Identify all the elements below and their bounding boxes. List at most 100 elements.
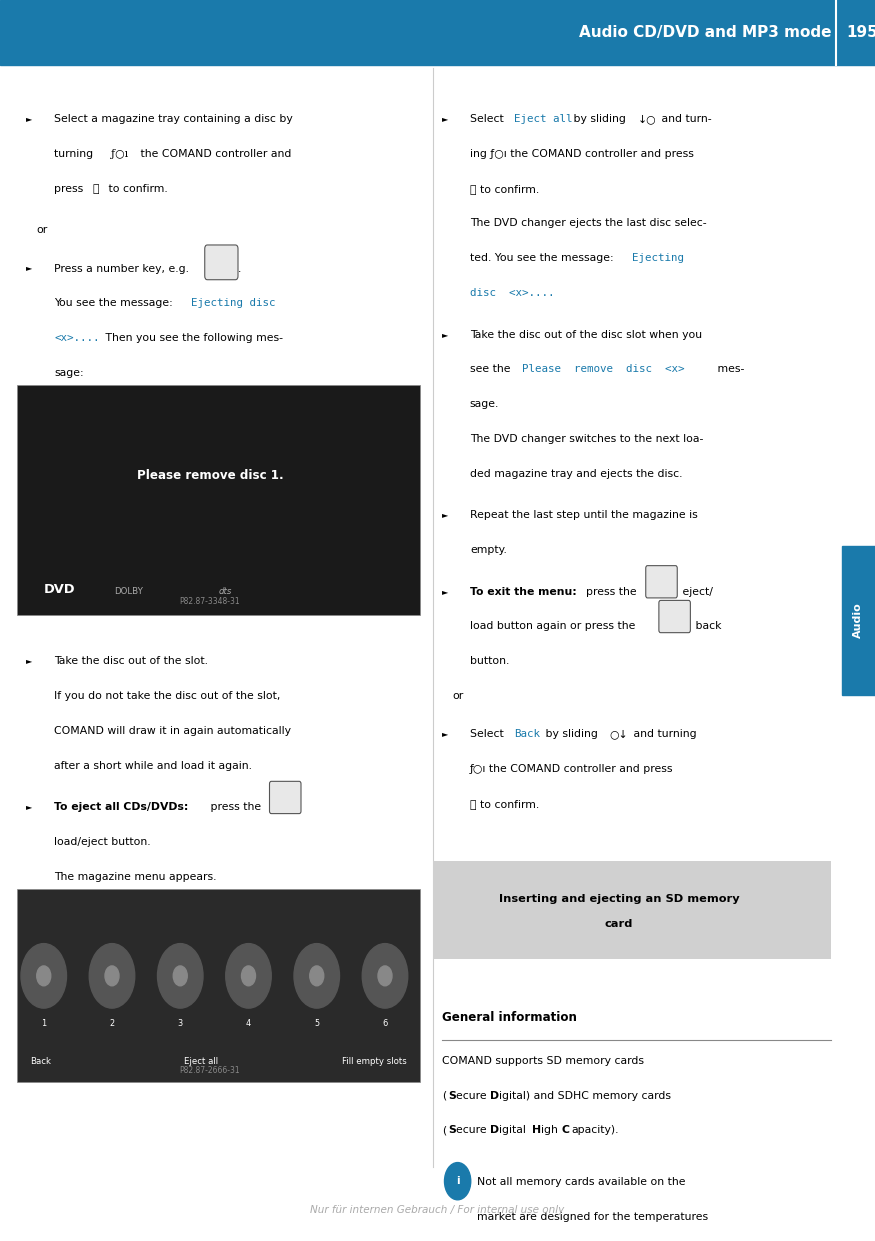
- Circle shape: [173, 965, 187, 985]
- Text: Not all memory cards available on the: Not all memory cards available on the: [477, 1178, 685, 1188]
- Text: Eject all: Eject all: [514, 114, 572, 124]
- Text: 4: 4: [246, 1019, 251, 1028]
- Text: ►: ►: [442, 114, 448, 123]
- Text: ►: ►: [26, 803, 32, 812]
- Text: To exit the menu:: To exit the menu:: [470, 587, 580, 597]
- Text: and turn-: and turn-: [658, 114, 711, 124]
- Circle shape: [242, 965, 256, 985]
- Text: The magazine menu appears.: The magazine menu appears.: [54, 872, 217, 882]
- Text: sage.: sage.: [470, 400, 500, 410]
- Text: Fill empty slots: Fill empty slots: [342, 1056, 407, 1066]
- Text: S: S: [448, 1091, 456, 1101]
- Text: Select a magazine tray containing a disc by: Select a magazine tray containing a disc…: [54, 114, 293, 124]
- Text: igital) and SDHC memory cards: igital) and SDHC memory cards: [499, 1091, 671, 1101]
- Text: .: .: [238, 263, 242, 273]
- Circle shape: [105, 965, 119, 985]
- Text: 5: 5: [314, 1019, 319, 1028]
- Text: C: C: [562, 1126, 570, 1136]
- Text: COMAND supports SD memory cards: COMAND supports SD memory cards: [442, 1056, 644, 1066]
- Text: press the: press the: [207, 803, 265, 813]
- Text: 2: 2: [109, 1019, 115, 1028]
- Text: igital: igital: [499, 1126, 529, 1136]
- Text: D: D: [490, 1091, 499, 1101]
- Text: P82.87-2666-31: P82.87-2666-31: [179, 1066, 241, 1076]
- Text: button.: button.: [470, 656, 509, 666]
- FancyBboxPatch shape: [646, 566, 677, 598]
- Text: D: D: [490, 1126, 499, 1136]
- Text: Nur für internen Gebrauch / For internal use only: Nur für internen Gebrauch / For internal…: [311, 1205, 564, 1215]
- Text: ►: ►: [442, 510, 448, 519]
- Text: ƒ○ı: ƒ○ı: [111, 149, 129, 159]
- Text: by sliding: by sliding: [570, 114, 630, 124]
- Text: Ejecting: Ejecting: [632, 253, 683, 263]
- Text: ►: ►: [442, 330, 448, 339]
- Text: 6: 6: [382, 1019, 388, 1028]
- Text: <x>....: <x>....: [54, 333, 100, 343]
- Text: ecure: ecure: [456, 1126, 490, 1136]
- Text: If you do not take the disc out of the slot,: If you do not take the disc out of the s…: [54, 691, 281, 701]
- Text: sage:: sage:: [54, 367, 84, 377]
- Text: ƒ○ı the COMAND controller and press: ƒ○ı the COMAND controller and press: [470, 764, 674, 774]
- Circle shape: [21, 943, 66, 1008]
- Text: ing ƒ○ı the COMAND controller and press: ing ƒ○ı the COMAND controller and press: [470, 149, 694, 159]
- Text: empty.: empty.: [470, 545, 507, 555]
- Text: after a short while and load it again.: after a short while and load it again.: [54, 761, 252, 771]
- Text: load button again or press the: load button again or press the: [470, 622, 639, 632]
- Text: ↓○: ↓○: [638, 114, 656, 124]
- Text: The DVD changer ejects the last disc selec-: The DVD changer ejects the last disc sel…: [470, 218, 706, 228]
- Text: Audio: Audio: [853, 603, 864, 638]
- Text: Back: Back: [514, 730, 540, 740]
- Circle shape: [158, 943, 203, 1008]
- Text: Take the disc out of the disc slot when you: Take the disc out of the disc slot when …: [470, 330, 702, 340]
- Text: ↩: ↩: [670, 613, 679, 623]
- Text: Repeat the last step until the magazine is: Repeat the last step until the magazine …: [470, 510, 697, 520]
- Text: Please  remove  disc  <x>: Please remove disc <x>: [522, 365, 684, 375]
- Text: 1: 1: [218, 258, 225, 267]
- Text: Audio CD/DVD and MP3 mode: Audio CD/DVD and MP3 mode: [578, 25, 831, 40]
- Text: load/eject button.: load/eject button.: [54, 838, 150, 848]
- Circle shape: [310, 965, 324, 985]
- Text: igh: igh: [541, 1126, 561, 1136]
- Text: Eject all: Eject all: [185, 1056, 219, 1066]
- Text: Take the disc out of the slot.: Take the disc out of the slot.: [54, 656, 208, 666]
- Text: Please remove disc 1.: Please remove disc 1.: [136, 469, 284, 482]
- Text: Inserting and ejecting an SD memory: Inserting and ejecting an SD memory: [499, 895, 739, 905]
- Text: You see the message:: You see the message:: [54, 298, 177, 308]
- Text: or: or: [37, 226, 48, 236]
- Text: ⏏: ⏏: [657, 578, 666, 588]
- Circle shape: [226, 943, 271, 1008]
- Text: 195: 195: [846, 25, 875, 40]
- Text: ted. You see the message:: ted. You see the message:: [470, 253, 617, 263]
- Text: Select: Select: [470, 730, 508, 740]
- Text: To eject all CDs/DVDs:: To eject all CDs/DVDs:: [54, 803, 189, 813]
- Text: eject/: eject/: [679, 587, 713, 597]
- Text: (: (: [442, 1126, 446, 1136]
- FancyBboxPatch shape: [659, 601, 690, 633]
- Circle shape: [37, 965, 51, 985]
- Text: market are designed for the temperatures: market are designed for the temperatures: [477, 1212, 708, 1222]
- Text: by sliding: by sliding: [542, 730, 602, 740]
- Text: ⏏: ⏏: [281, 794, 290, 804]
- Text: Press a number key, e.g.: Press a number key, e.g.: [54, 263, 192, 273]
- Text: to confirm.: to confirm.: [105, 184, 168, 194]
- Text: ►: ►: [26, 114, 32, 123]
- Text: The DVD changer switches to the next loa-: The DVD changer switches to the next loa…: [470, 434, 704, 444]
- Text: H: H: [532, 1126, 541, 1136]
- Text: DVD: DVD: [44, 583, 75, 596]
- Text: ⓦ: ⓦ: [93, 184, 99, 194]
- Text: ded magazine tray and ejects the disc.: ded magazine tray and ejects the disc.: [470, 469, 682, 479]
- FancyBboxPatch shape: [270, 782, 301, 814]
- Text: ⓦ to confirm.: ⓦ to confirm.: [470, 184, 539, 194]
- Text: the COMAND controller and: the COMAND controller and: [137, 149, 291, 159]
- Text: ⓦ to confirm.: ⓦ to confirm.: [470, 799, 539, 809]
- Text: General information: General information: [442, 1010, 577, 1024]
- Text: Ejecting disc: Ejecting disc: [191, 298, 276, 308]
- Text: (: (: [442, 1091, 446, 1101]
- Bar: [0, 0, 875, 65]
- Text: P82.87-3348-31: P82.87-3348-31: [179, 597, 241, 606]
- Text: DOLBY: DOLBY: [114, 587, 143, 596]
- Text: S: S: [448, 1126, 456, 1136]
- Text: disc  <x>....: disc <x>....: [470, 288, 555, 298]
- Text: Then you see the following mes-: Then you see the following mes-: [102, 333, 284, 343]
- Text: dts: dts: [219, 587, 232, 596]
